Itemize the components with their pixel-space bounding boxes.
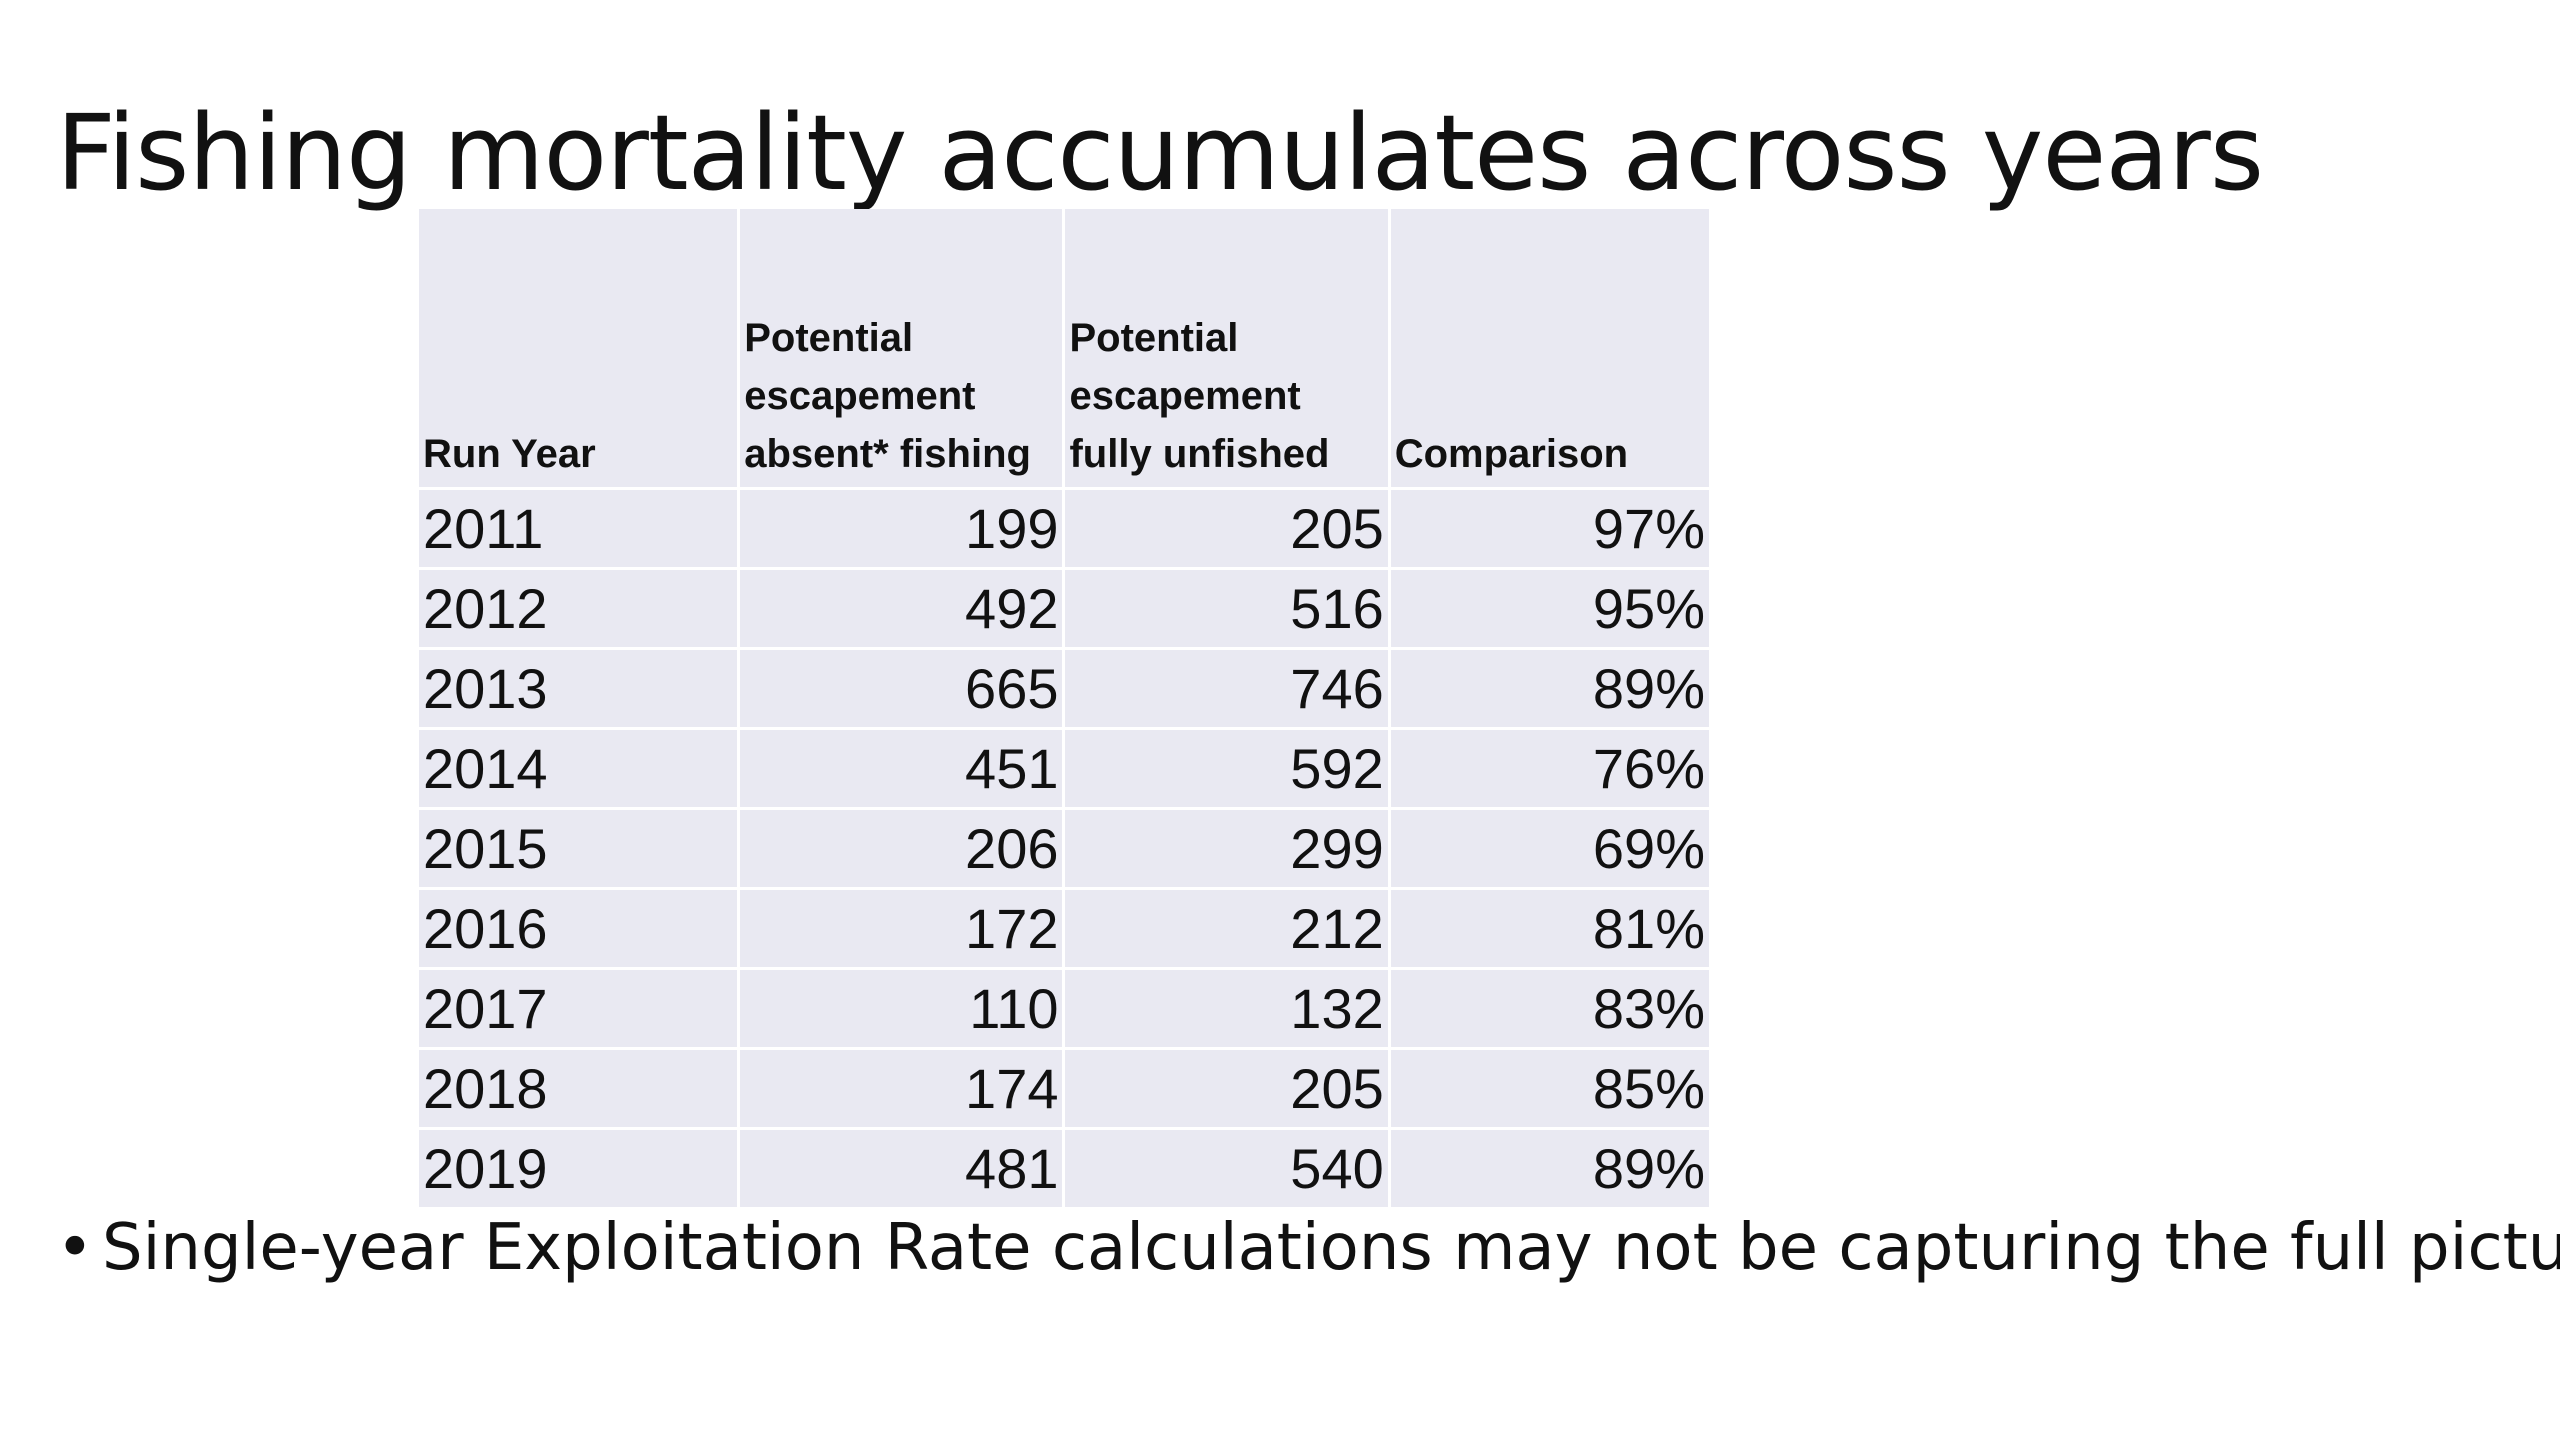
table-row: 2017 110 132 83% bbox=[419, 970, 1709, 1047]
cell-run-year: 2016 bbox=[419, 890, 738, 967]
header-absent-fishing: Potential escapement absent* fishing bbox=[740, 209, 1063, 487]
table-row: 2016 172 212 81% bbox=[419, 890, 1709, 967]
table-row: 2014 451 592 76% bbox=[419, 730, 1709, 807]
slide-title: Fishing mortality accumulates across yea… bbox=[56, 92, 2264, 214]
cell-run-year: 2011 bbox=[419, 490, 738, 567]
header-fully-unfished: Potential escapement fully unfished bbox=[1065, 209, 1388, 487]
bullet-marker: • bbox=[56, 1211, 94, 1285]
table-row: 2011 199 205 97% bbox=[419, 490, 1709, 567]
cell-comparison: 69% bbox=[1390, 810, 1709, 887]
cell-fully-unfished: 540 bbox=[1065, 1130, 1388, 1207]
cell-fully-unfished: 592 bbox=[1065, 730, 1388, 807]
bullet-item: • Single-year Exploitation Rate calculati… bbox=[56, 1210, 2560, 1287]
cell-absent-fishing: 451 bbox=[740, 730, 1063, 807]
table-row: 2018 174 205 85% bbox=[419, 1050, 1709, 1127]
header-comparison: Comparison bbox=[1390, 209, 1709, 487]
cell-absent-fishing: 665 bbox=[740, 650, 1063, 727]
cell-comparison: 89% bbox=[1390, 1130, 1709, 1207]
cell-fully-unfished: 205 bbox=[1065, 1050, 1388, 1127]
cell-absent-fishing: 174 bbox=[740, 1050, 1063, 1127]
cell-run-year: 2014 bbox=[419, 730, 738, 807]
table-header-row: Run Year Potential escapement absent* fi… bbox=[419, 209, 1709, 487]
cell-comparison: 95% bbox=[1390, 570, 1709, 647]
bullet-text: Single-year Exploitation Rate calculatio… bbox=[102, 1211, 2560, 1285]
cell-absent-fishing: 492 bbox=[740, 570, 1063, 647]
cell-absent-fishing: 199 bbox=[740, 490, 1063, 567]
escapement-table: Run Year Potential escapement absent* fi… bbox=[416, 206, 1712, 1210]
table-row: 2013 665 746 89% bbox=[419, 650, 1709, 727]
header-run-year: Run Year bbox=[419, 209, 738, 487]
cell-fully-unfished: 212 bbox=[1065, 890, 1388, 967]
cell-comparison: 76% bbox=[1390, 730, 1709, 807]
cell-comparison: 83% bbox=[1390, 970, 1709, 1047]
cell-comparison: 97% bbox=[1390, 490, 1709, 567]
cell-fully-unfished: 516 bbox=[1065, 570, 1388, 647]
cell-fully-unfished: 132 bbox=[1065, 970, 1388, 1047]
cell-fully-unfished: 746 bbox=[1065, 650, 1388, 727]
cell-absent-fishing: 206 bbox=[740, 810, 1063, 887]
cell-absent-fishing: 172 bbox=[740, 890, 1063, 967]
cell-run-year: 2012 bbox=[419, 570, 738, 647]
cell-comparison: 81% bbox=[1390, 890, 1709, 967]
cell-comparison: 89% bbox=[1390, 650, 1709, 727]
cell-fully-unfished: 205 bbox=[1065, 490, 1388, 567]
cell-fully-unfished: 299 bbox=[1065, 810, 1388, 887]
cell-run-year: 2015 bbox=[419, 810, 738, 887]
cell-run-year: 2018 bbox=[419, 1050, 738, 1127]
cell-run-year: 2019 bbox=[419, 1130, 738, 1207]
table-row: 2015 206 299 69% bbox=[419, 810, 1709, 887]
cell-absent-fishing: 110 bbox=[740, 970, 1063, 1047]
cell-run-year: 2013 bbox=[419, 650, 738, 727]
cell-run-year: 2017 bbox=[419, 970, 738, 1047]
table-row: 2019 481 540 89% bbox=[419, 1130, 1709, 1207]
cell-comparison: 85% bbox=[1390, 1050, 1709, 1127]
table-row: 2012 492 516 95% bbox=[419, 570, 1709, 647]
cell-absent-fishing: 481 bbox=[740, 1130, 1063, 1207]
